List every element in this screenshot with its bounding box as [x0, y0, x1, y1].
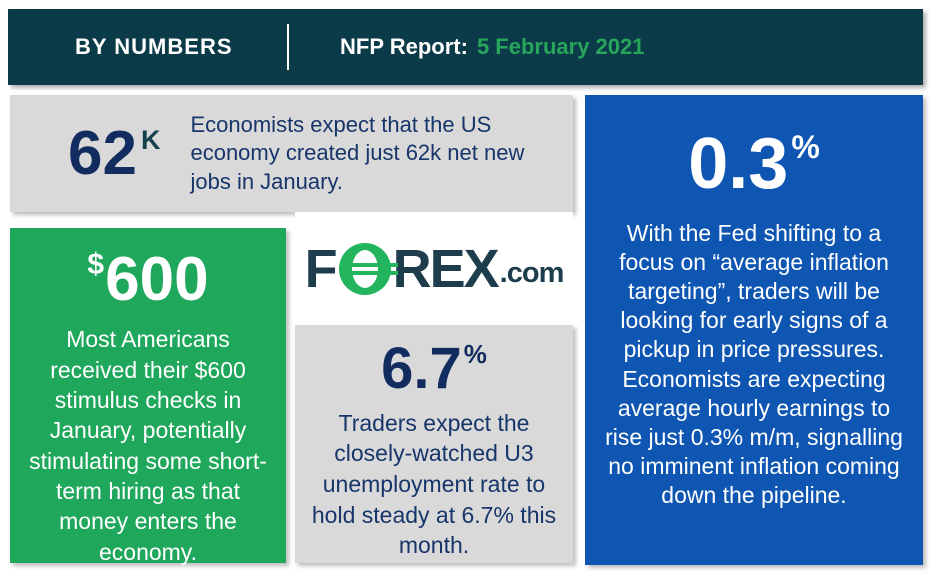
stimulus-value: $600: [10, 245, 286, 314]
forex-logo: F REX .com: [304, 238, 565, 299]
earnings-number-text: 0.3: [688, 124, 789, 204]
jobs-description: Economists expect that the US economy cr…: [190, 111, 525, 194]
dollar-sign: $: [87, 248, 105, 281]
earnings-value: 0.3%: [585, 124, 923, 204]
jobs-unit: K: [140, 124, 161, 155]
card-average-hourly-earnings: 0.3% With the Fed shifting to a focus on…: [585, 95, 923, 565]
forex-o-inner: [351, 249, 378, 288]
header-divider: [287, 24, 289, 70]
logo-area: F REX .com: [295, 212, 573, 325]
jobs-value: 62 K: [68, 122, 161, 185]
logo-letters-rex: REX: [392, 238, 500, 299]
unemployment-description: Traders expect the closely-watched U3 un…: [311, 409, 557, 559]
logo-letter-f: F: [304, 238, 338, 299]
forex-o-bar: [350, 270, 398, 275]
report-date: 5 February 2021: [476, 34, 645, 59]
percent-sign: %: [791, 129, 820, 165]
report-heading: NFP Report: 5 February 2021: [340, 34, 644, 60]
report-label: NFP Report:: [340, 34, 468, 59]
forex-o-bar: [350, 262, 398, 267]
unemployment-value: 6.7%: [295, 336, 573, 401]
stimulus-number-text: 600: [105, 245, 209, 314]
stimulus-description: Most Americans received their $600 stimu…: [29, 326, 267, 565]
logo-dot-com: .com: [499, 256, 565, 289]
unemployment-number-text: 6.7: [381, 336, 462, 401]
earnings-description: With the Fed shifting to a focus on “ave…: [605, 219, 903, 509]
jobs-number-text: 62: [68, 118, 137, 188]
page-title: BY NUMBERS: [75, 34, 233, 59]
header-bar: BY NUMBERS NFP Report: 5 February 2021: [8, 9, 923, 85]
forex-o-icon: [338, 242, 398, 295]
card-jobs-estimate: 62 K Economists expect that the US econom…: [10, 95, 573, 212]
card-stimulus-checks: $600 Most Americans received their $600 …: [10, 228, 286, 565]
card-unemployment-rate: 6.7% Traders expect the closely-watched …: [295, 325, 573, 563]
percent-sign: %: [463, 339, 487, 369]
